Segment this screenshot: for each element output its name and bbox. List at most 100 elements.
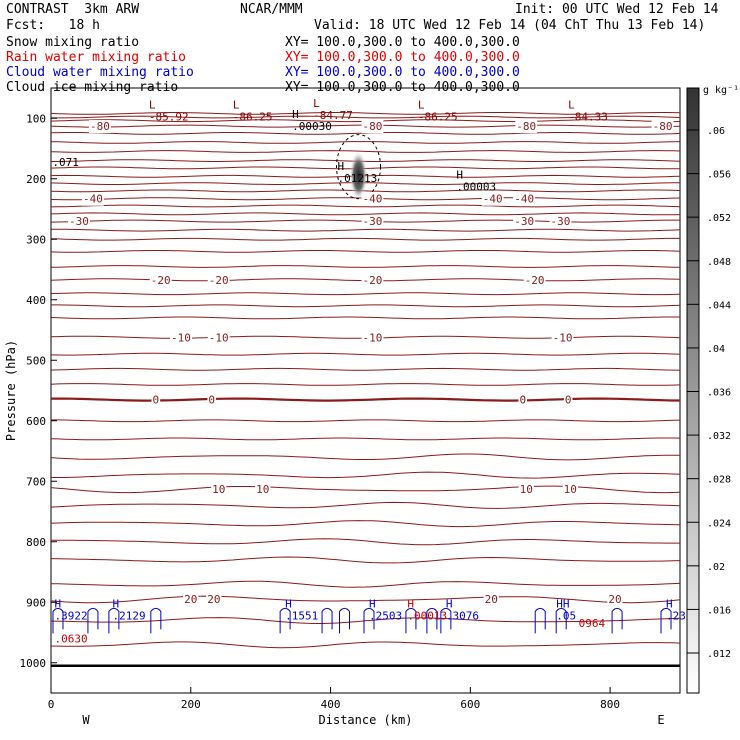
isotherm-label: 10 (256, 483, 269, 496)
cloud-water-contour (660, 607, 672, 634)
extremum-value: .01213 (338, 172, 378, 185)
extremum-value: -86.25 (418, 110, 458, 123)
x-tick-label: 600 (460, 698, 480, 711)
isotherm-label: -20 (209, 274, 229, 287)
extremum-value: .3922 (54, 610, 87, 623)
colorbar-tick-label: .06 (707, 126, 725, 137)
isotherm-line (50, 617, 681, 624)
label-mask (361, 192, 384, 206)
isotherm-label: 20 (485, 593, 498, 606)
center-title: NCAR/MMM (240, 2, 303, 17)
cloud-ice-shading (349, 150, 368, 201)
isotherm-label: -40 (483, 193, 503, 206)
colorbar-tick-label: .016 (707, 605, 731, 616)
y-tick-label: 600 (26, 415, 46, 428)
extremum-value: -85.92 (149, 110, 189, 123)
colorbar-tick-label: .032 (707, 431, 731, 442)
field-label-cloud-water: Cloud water mixing ratio (6, 65, 194, 80)
label-mask (183, 593, 199, 607)
extremum-value: .00030 (292, 120, 332, 133)
x-tick-label: 400 (321, 698, 341, 711)
extremum-value: .1551 (285, 610, 318, 623)
isotherm-line (51, 115, 681, 119)
isotherm-line (50, 641, 681, 649)
field-label-rain: Rain water mixing ratio (6, 50, 187, 65)
cloud-water-contour (440, 607, 452, 634)
valid-time: Valid: 18 UTC Wed 12 Feb 14 (04 ChT Thu … (314, 18, 706, 33)
cloud-water-contour (363, 607, 375, 634)
label-mask (483, 593, 499, 607)
label-mask (207, 331, 230, 345)
field-label-snow: Snow mixing ratio (6, 35, 140, 50)
isotherm-line (50, 383, 681, 386)
cloud-water-contour (339, 607, 351, 634)
label-mask (68, 215, 90, 229)
colorbar-tick-label: .04 (707, 344, 725, 355)
label-mask (523, 273, 546, 287)
plot-frame (50, 87, 681, 694)
isotherm-label: 20 (184, 593, 197, 606)
label-mask (170, 331, 192, 345)
isotherm-line (50, 265, 681, 268)
extremum-value: .071 (52, 156, 79, 169)
cloud-water-contour (405, 607, 417, 634)
west-label: W (82, 713, 90, 727)
field-xy-rain: XY= 100.0,300.0 to 400.0,300.0 (285, 50, 520, 65)
label-mask (518, 393, 528, 407)
cloud-water-contour (555, 607, 567, 634)
extremum-marker: H (446, 598, 453, 611)
isotherm-20 (50, 595, 681, 604)
label-mask (513, 215, 536, 229)
x-tick-label: 800 (600, 698, 620, 711)
isotherm-label: -30 (69, 215, 89, 228)
isotherm-line (50, 316, 680, 320)
extremum-value: -84.77 (313, 109, 353, 122)
label-mask (211, 483, 227, 497)
colorbar-tick-label: .044 (707, 300, 731, 311)
extremum-value: .2503 (369, 610, 402, 623)
colorbar-unit: g kg⁻¹ (703, 85, 739, 96)
extremum-value: .0630 (54, 633, 87, 646)
isotherm-line (50, 453, 680, 461)
isotherm-label: 10 (564, 483, 577, 496)
extremum-marker: H (456, 169, 463, 182)
y-tick-label: 400 (26, 294, 46, 307)
extremum-marker: H (113, 598, 120, 611)
y-tick-label: 900 (26, 596, 46, 609)
isotherm-line (50, 212, 681, 216)
y-tick-label: 100 (26, 112, 46, 125)
label-mask (563, 393, 573, 407)
extremum-value: -86.25 (233, 110, 273, 123)
extremum-marker: L (568, 98, 575, 111)
forecast-hour: Fcst: 18 h (6, 18, 100, 33)
extremum-marker: L (313, 97, 320, 110)
label-mask (361, 331, 384, 345)
label-mask (361, 273, 384, 287)
colorbar-tick-label: .036 (707, 388, 731, 399)
extremum-marker: L (149, 98, 156, 111)
extremum-value: -84.33 (568, 110, 608, 123)
field-xy-cloud-water: XY= 100.0,300.0 to 400.0,300.0 (285, 65, 520, 80)
y-tick-label: 700 (26, 475, 46, 488)
isotherm-line (50, 352, 681, 356)
extremum-value: .00013 (407, 610, 447, 623)
isotherm-label: -30 (551, 215, 571, 228)
colorbar (686, 87, 700, 694)
isotherm-label: -10 (209, 331, 229, 344)
extremum-marker: H (338, 160, 345, 173)
isotherm-line (50, 437, 681, 441)
field-xy-snow: XY= 100.0,300.0 to 400.0,300.0 (285, 35, 520, 50)
label-mask (151, 393, 161, 407)
isotherm-line (50, 292, 681, 296)
extremum-value: .23 (666, 610, 686, 623)
isotherm-line (51, 419, 681, 423)
cloud-water-contour (426, 607, 438, 634)
isotherm-label: 0 (208, 394, 215, 407)
extremum-value: .05 (556, 610, 576, 623)
extremum-value: .00003 (456, 181, 496, 194)
isotherm-label: -10 (171, 331, 191, 344)
cloud-water-contour (108, 607, 120, 634)
cloud-water-contour (52, 607, 64, 634)
isotherm-line (50, 112, 681, 115)
label-mask (515, 120, 538, 134)
